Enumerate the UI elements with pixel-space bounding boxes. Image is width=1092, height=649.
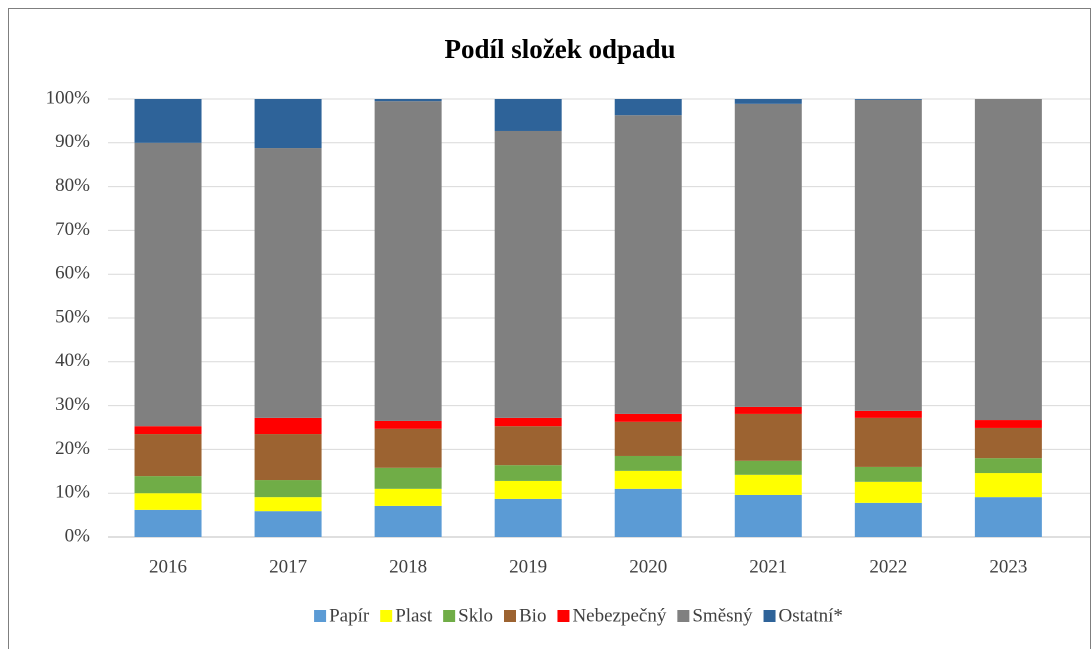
legend-label: Ostatní*	[779, 605, 843, 626]
bar-segment	[494, 99, 562, 131]
bar-segment	[494, 480, 562, 499]
legend-label: Nebezpečný	[572, 605, 666, 626]
y-tick-label: 90%	[55, 131, 90, 152]
bar-segment	[614, 115, 682, 414]
bar-segment	[734, 494, 802, 537]
legend-swatch	[557, 610, 570, 622]
bar-segment	[134, 426, 202, 435]
bar-segment	[614, 413, 682, 422]
bar-segment	[134, 493, 202, 510]
bar-segment	[494, 498, 562, 537]
legend-swatch	[443, 610, 456, 622]
bar-segment	[854, 417, 922, 467]
bar-segment	[854, 410, 922, 418]
bar-segment	[974, 458, 1042, 474]
x-tick-label: 2022	[869, 556, 907, 577]
legend-label: Směsný	[692, 605, 753, 626]
legend-label: Papír	[329, 605, 370, 626]
legend-swatch	[677, 610, 690, 622]
x-tick-label: 2018	[389, 556, 427, 577]
bar-segment	[614, 421, 682, 456]
bar-segment	[494, 465, 562, 481]
bar-segment	[494, 130, 562, 418]
x-tick-label: 2020	[629, 556, 667, 577]
bar-segment	[854, 502, 922, 537]
bar-segment	[734, 474, 802, 495]
bar-segment	[614, 99, 682, 116]
bar-segment	[134, 476, 202, 494]
chart-title: Podíl složek odpadu	[444, 34, 675, 64]
x-tick-label: 2016	[149, 556, 187, 577]
y-tick-label: 30%	[55, 394, 90, 415]
bar-segment	[734, 406, 802, 414]
bar-segment	[734, 103, 802, 407]
y-tick-label: 60%	[55, 263, 90, 284]
bar-segment	[974, 420, 1042, 428]
bar-segment	[494, 417, 562, 427]
bar-segment	[134, 142, 202, 427]
legend-swatch	[504, 610, 516, 622]
legend-label: Sklo	[458, 605, 493, 626]
bar-segment	[374, 488, 442, 506]
bar-segment	[254, 148, 322, 418]
bar-segment	[254, 417, 322, 435]
bar-segment	[854, 481, 922, 503]
bar-segment	[974, 427, 1042, 459]
bar-segment	[854, 99, 922, 100]
bar-segment	[254, 511, 322, 537]
x-tick-label: 2021	[749, 556, 787, 577]
legend-label: Bio	[519, 605, 546, 626]
bar-segment	[974, 99, 1042, 421]
bar-segment	[734, 99, 802, 104]
y-tick-label: 20%	[55, 438, 90, 459]
bar-segment	[254, 497, 322, 512]
bar-segment	[734, 413, 802, 461]
bar-segment	[734, 460, 802, 475]
bar-segment	[254, 480, 322, 498]
bar-segment	[854, 466, 922, 482]
legend-label: Plast	[395, 605, 433, 626]
legend-swatch	[763, 610, 776, 622]
bar-segment	[614, 488, 682, 537]
y-tick-label: 0%	[65, 525, 91, 546]
y-tick-label: 100%	[46, 87, 91, 108]
bar-segment	[494, 426, 562, 466]
bar-segment	[374, 428, 442, 468]
bar-segment	[374, 505, 442, 537]
bar-segment	[614, 470, 682, 489]
y-tick-label: 50%	[55, 306, 90, 327]
x-tick-label: 2023	[989, 556, 1027, 577]
bar-segment	[134, 434, 202, 477]
bar-segment	[374, 99, 442, 102]
bar-segment	[974, 473, 1042, 498]
bar-segment	[134, 509, 202, 537]
bar-segment	[614, 455, 682, 471]
bar-segment	[974, 497, 1042, 537]
x-tick-label: 2017	[269, 556, 307, 577]
bar-segment	[254, 434, 322, 481]
bar-segment	[374, 420, 442, 429]
bar-segment	[374, 467, 442, 489]
y-tick-label: 40%	[55, 350, 90, 371]
bar-segment	[254, 99, 322, 149]
y-tick-label: 80%	[55, 175, 90, 196]
bar-segment	[134, 99, 202, 143]
bar-segment	[374, 101, 442, 421]
bar-segment	[854, 99, 922, 411]
x-tick-label: 2019	[509, 556, 547, 577]
y-tick-label: 10%	[55, 482, 90, 503]
y-tick-label: 70%	[55, 219, 90, 240]
legend-swatch	[380, 610, 393, 622]
legend-swatch	[314, 610, 327, 622]
